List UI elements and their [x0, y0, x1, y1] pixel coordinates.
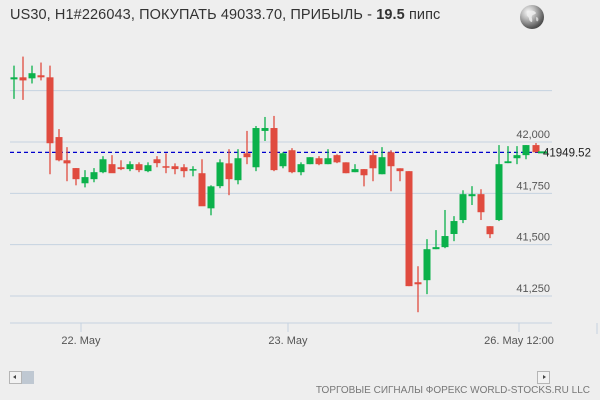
candle-body-bullish[interactable] — [234, 158, 242, 181]
candle-body-bullish[interactable] — [495, 164, 503, 221]
chart-title: US30, H1#226043, ПОКУПАТЬ 49033.70, ПРИБ… — [10, 7, 440, 23]
globe-continents-icon — [526, 10, 539, 22]
candle-body-bearish[interactable] — [414, 282, 422, 285]
candle-body-bullish[interactable] — [468, 194, 476, 197]
candle-body-bullish[interactable] — [432, 247, 440, 250]
candle-body-bearish[interactable] — [180, 167, 188, 172]
candle-body-bullish[interactable] — [324, 158, 332, 165]
candle-body-bearish[interactable] — [171, 166, 179, 170]
profit-value: 19.5 — [376, 7, 405, 23]
scrollbar-thumb[interactable] — [22, 371, 34, 384]
candle-body-bearish[interactable] — [19, 77, 27, 81]
candle-body-bearish[interactable] — [37, 75, 45, 78]
candle-body-bearish[interactable] — [333, 155, 341, 163]
candle-body-bullish[interactable] — [459, 194, 467, 221]
candle-body-bearish[interactable] — [315, 158, 323, 165]
candle-body-bearish[interactable] — [162, 166, 170, 168]
scroll-left-button[interactable] — [9, 371, 22, 384]
candle-body-bearish[interactable] — [153, 159, 161, 164]
candle-body-bullish[interactable] — [450, 221, 458, 234]
candle-body-bearish[interactable] — [225, 163, 233, 180]
title-prefix: US30, H1#226043, ПОКУПАТЬ 49033.70, ПРИБ… — [10, 7, 377, 23]
candle-body-bullish[interactable] — [144, 165, 152, 172]
candle-body-bullish[interactable] — [423, 249, 431, 281]
candle-body-bullish[interactable] — [207, 186, 215, 209]
candle-body-bullish[interactable] — [513, 155, 521, 159]
candle-body-bullish[interactable] — [90, 172, 98, 180]
title-suffix: пипс — [404, 7, 441, 23]
candle-body-bearish[interactable] — [243, 153, 251, 158]
candle-body-bullish[interactable] — [378, 157, 386, 175]
x-axis-label: 23. May — [268, 335, 308, 347]
candle-body-bearish[interactable] — [46, 77, 54, 144]
candle-body-bearish[interactable] — [55, 137, 63, 161]
candlestick-chart[interactable]: 41,250 41,500 41,750 42,000 22. May 23. May 26… — [0, 0, 600, 360]
candle-body-bullish[interactable] — [306, 157, 314, 165]
candle-body-bullish[interactable] — [10, 77, 18, 80]
candle-body-bullish[interactable] — [216, 162, 224, 187]
globe-icon[interactable] — [520, 5, 544, 29]
candle-body-bearish[interactable] — [405, 171, 413, 287]
candle-body-bullish[interactable] — [279, 153, 287, 167]
candle-body-bullish[interactable] — [252, 128, 260, 168]
x-axis-label: 22. May — [61, 335, 101, 347]
candle-body-bearish[interactable] — [387, 152, 395, 167]
candle-body-bullish[interactable] — [99, 159, 107, 173]
candle-body-bullish[interactable] — [441, 236, 449, 248]
candle-body-bearish[interactable] — [270, 128, 278, 171]
candle-body-bearish[interactable] — [360, 169, 368, 176]
candle-body-bullish[interactable] — [81, 177, 89, 184]
scroll-right-button[interactable] — [537, 371, 550, 384]
footer-credit: ТОРГОВЫЕ СИГНАЛЫ ФОРЕКС WORLD-STOCKS.RU … — [315, 385, 590, 396]
y-axis-label: 42,000 — [516, 129, 550, 141]
candle-body-bearish[interactable] — [198, 173, 206, 207]
current-price-label: 41949.52 — [543, 147, 591, 159]
candle-body-bearish[interactable] — [486, 226, 494, 235]
y-axis-label: 41,750 — [516, 180, 550, 192]
candle-body-bearish[interactable] — [396, 168, 404, 172]
candle-body-bullish[interactable] — [126, 164, 134, 170]
candle-body-bearish[interactable] — [477, 194, 485, 213]
y-axis-label: 41,500 — [516, 232, 550, 244]
candle-body-bearish[interactable] — [135, 164, 143, 171]
candle-body-bearish[interactable] — [108, 164, 116, 174]
candle-body-bearish[interactable] — [342, 162, 350, 174]
candle-body-bearish[interactable] — [63, 160, 71, 164]
y-axis-label: 41,250 — [516, 283, 550, 295]
x-axis-label: 26. May 12:00 — [484, 335, 554, 347]
candle-body-bullish[interactable] — [504, 161, 512, 164]
candle-body-bullish[interactable] — [351, 169, 359, 173]
candle-body-bearish[interactable] — [369, 155, 377, 169]
candle-body-bearish[interactable] — [288, 150, 296, 173]
candle-body-bullish[interactable] — [28, 73, 36, 79]
candle-body-bearish[interactable] — [72, 168, 80, 180]
candle-body-bullish[interactable] — [261, 128, 269, 131]
candle-body-bearish[interactable] — [532, 145, 540, 153]
candle-body-bearish[interactable] — [117, 167, 125, 170]
candle-body-bullish[interactable] — [522, 145, 530, 156]
candle-body-bullish[interactable] — [189, 169, 197, 171]
candle-body-bullish[interactable] — [297, 164, 305, 173]
